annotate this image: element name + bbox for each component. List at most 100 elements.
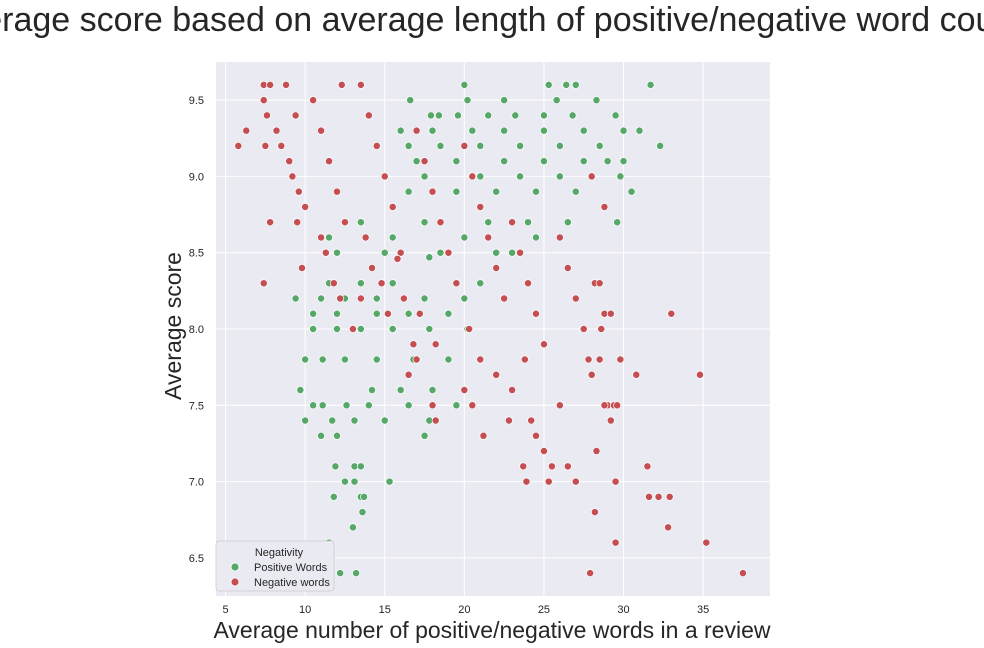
negative-point — [325, 157, 333, 166]
positive-point — [325, 233, 333, 242]
positive-point — [358, 508, 367, 517]
negative-point — [431, 340, 440, 349]
positive-point — [425, 253, 434, 262]
positive-point — [425, 325, 434, 333]
negative-point — [600, 401, 609, 410]
positive-point — [364, 401, 373, 410]
positive-point — [452, 187, 461, 196]
x-tick-label: 25 — [538, 604, 550, 616]
negative-point — [356, 80, 365, 89]
positive-point — [404, 187, 413, 196]
positive-point — [460, 294, 469, 303]
positive-point — [404, 141, 413, 150]
y-tick-label: 7.5 — [189, 400, 204, 412]
positive-point — [309, 401, 318, 410]
y-tick-label: 9.0 — [189, 171, 204, 183]
positive-point — [579, 157, 588, 166]
negative-point — [606, 416, 615, 425]
negative-point — [266, 80, 275, 89]
positive-point — [568, 111, 577, 120]
positive-point — [544, 80, 553, 89]
negative-point — [476, 355, 485, 364]
negative-point — [356, 294, 365, 303]
positive-point — [356, 218, 365, 227]
negative-point — [272, 126, 281, 135]
positive-point — [613, 218, 622, 227]
negative-point — [259, 279, 268, 288]
positive-point — [372, 294, 381, 303]
negative-point — [415, 309, 424, 318]
negative-point — [595, 279, 604, 288]
positive-point — [511, 111, 520, 120]
negative-point — [259, 96, 268, 105]
positive-point — [309, 309, 318, 318]
negative-point — [595, 355, 604, 364]
negative-point — [298, 264, 306, 272]
positive-point — [500, 96, 509, 105]
negative-point — [555, 233, 564, 242]
positive-point — [426, 111, 435, 120]
negative-point — [428, 187, 437, 196]
positive-point — [396, 126, 405, 135]
positive-point — [372, 309, 381, 318]
negative-point — [654, 492, 663, 501]
negative-point — [555, 401, 564, 410]
positive-point — [356, 325, 365, 333]
negative-point — [606, 309, 615, 318]
negative-point — [664, 523, 673, 532]
negative-point — [527, 416, 536, 425]
negative-point — [516, 248, 525, 257]
x-tick-label: 20 — [458, 604, 470, 616]
negative-point — [428, 401, 437, 410]
positive-point — [318, 355, 327, 364]
positive-point — [340, 477, 349, 486]
negative-point — [317, 126, 326, 135]
negative-point — [412, 126, 421, 135]
negative-point — [547, 462, 556, 471]
positive-point — [331, 462, 340, 471]
legend: Negativity Positive Words Negative words — [215, 540, 335, 592]
positive-point — [492, 187, 501, 196]
positive-point — [627, 187, 636, 196]
positive-point — [301, 416, 310, 425]
negative-point — [337, 80, 346, 89]
positive-point — [436, 141, 445, 150]
x-axis-ticks: 5 10 15 20 25 30 35 — [222, 604, 709, 616]
positive-point — [539, 126, 548, 135]
positive-point — [532, 233, 540, 242]
negative-point — [597, 325, 606, 333]
positive-point — [296, 386, 305, 394]
negative-point — [611, 538, 620, 547]
negative-point — [436, 218, 445, 227]
legend-marker-negative — [230, 577, 240, 587]
negative-point — [579, 325, 588, 333]
negative-point — [600, 202, 609, 211]
positive-point — [460, 233, 469, 242]
negative-point — [479, 431, 488, 440]
positive-point — [428, 386, 437, 394]
negative-point — [388, 202, 397, 211]
negative-point — [508, 386, 517, 394]
y-tick-label: 9.5 — [189, 95, 204, 107]
positive-point — [372, 355, 381, 364]
y-tick-label: 7.0 — [189, 477, 204, 489]
negative-point — [492, 370, 501, 379]
negative-point — [500, 294, 509, 303]
negative-point — [340, 218, 349, 227]
negative-point — [586, 569, 595, 578]
negative-point — [293, 218, 302, 227]
negative-point — [504, 416, 513, 425]
negative-point — [522, 477, 531, 486]
positive-point — [571, 187, 580, 196]
x-axis-label: Average number of positive/negative word… — [214, 617, 771, 643]
positive-point — [555, 172, 564, 181]
legend-label-negative: Negative words — [254, 577, 330, 589]
negative-point — [571, 294, 580, 303]
negative-point — [383, 309, 392, 318]
x-tick-label: 35 — [697, 604, 709, 616]
positive-point — [452, 401, 461, 410]
positive-point — [412, 157, 421, 166]
positive-point — [333, 325, 341, 333]
negative-point — [348, 325, 357, 333]
